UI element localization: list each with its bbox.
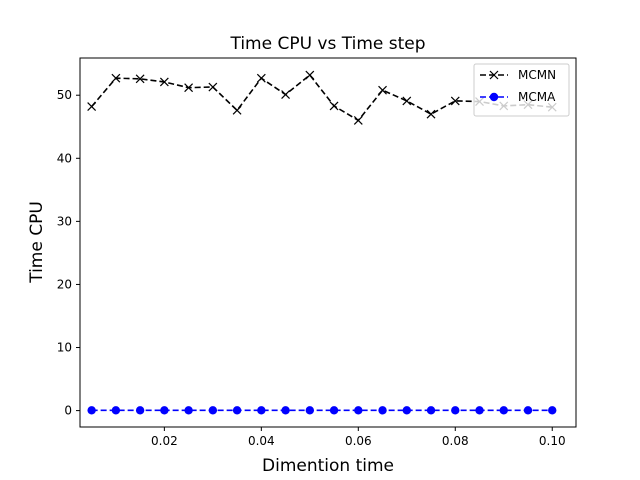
data-point-mcma	[329, 406, 339, 415]
y-tick-label: 30	[57, 214, 72, 228]
data-point-mcma	[208, 406, 218, 415]
y-tick-label: 50	[57, 88, 72, 102]
data-point-mcmn	[232, 105, 242, 115]
legend-item-mcma: MCMA	[480, 90, 556, 104]
data-point-mcmn	[256, 73, 266, 83]
y-tick-label: 10	[57, 341, 72, 355]
x-tick-label: 0.04	[248, 434, 275, 448]
data-point-mcma	[135, 406, 145, 415]
data-point-mcma	[111, 406, 121, 415]
x-tick-label: 0.06	[345, 434, 372, 448]
data-point-mcma	[160, 406, 169, 415]
y-axis-label: Time CPU	[27, 201, 47, 284]
data-point-mcmn	[159, 77, 169, 87]
x-axis: 0.02 0.04 0.06 0.08 0.10	[151, 427, 566, 448]
data-point-mcma	[548, 406, 557, 415]
data-point-mcmn	[378, 85, 387, 95]
data-point-mcma	[87, 406, 96, 415]
data-point-mcmn	[329, 101, 339, 111]
data-point-mcma	[354, 406, 363, 415]
data-point-mcmn	[184, 83, 194, 93]
data-point-mcmn	[426, 109, 436, 119]
y-tick-label: 20	[57, 277, 72, 291]
x-tick-label: 0.02	[151, 434, 178, 448]
data-point-mcma	[378, 406, 387, 415]
series-mcma	[87, 406, 557, 415]
data-point-mcmn	[353, 116, 363, 125]
legend-label: MCMN	[518, 68, 556, 82]
data-point-mcma	[184, 406, 193, 415]
legend-label: MCMA	[518, 90, 556, 104]
data-point-mcmn	[87, 102, 97, 111]
x-tick-label: 0.10	[539, 434, 566, 448]
data-point-mcmn	[305, 70, 315, 80]
legend: MCMN MCMA	[473, 63, 570, 117]
data-point-mcmn	[208, 82, 218, 92]
data-point-mcmn	[111, 73, 121, 83]
y-axis: 0 10 20 30 40 50	[57, 88, 80, 418]
data-point-mcma	[523, 406, 533, 415]
data-point-mcmn	[450, 96, 460, 106]
data-point-mcma	[451, 406, 460, 415]
data-point-mcma	[281, 406, 290, 415]
data-point-mcma	[426, 406, 436, 415]
data-point-mcma	[475, 406, 484, 415]
x-axis-label: Dimention time	[262, 456, 394, 476]
plot-area	[79, 57, 577, 428]
legend-item-mcmn: MCMN	[480, 68, 556, 82]
data-point-mcma	[257, 406, 266, 415]
chart-title: Time CPU vs Time step	[229, 34, 425, 54]
data-point-mcma	[499, 406, 508, 415]
y-tick-label: 40	[57, 151, 72, 165]
data-point-mcma	[402, 406, 411, 415]
x-tick-label: 0.08	[442, 434, 469, 448]
data-point-mcma	[305, 406, 315, 415]
legend-box	[473, 63, 570, 117]
data-point-mcmn	[281, 90, 291, 100]
data-point-mcma	[232, 406, 242, 415]
data-point-mcmn	[402, 96, 412, 106]
data-point-mcmn	[135, 74, 145, 84]
y-tick-label: 0	[64, 404, 72, 418]
